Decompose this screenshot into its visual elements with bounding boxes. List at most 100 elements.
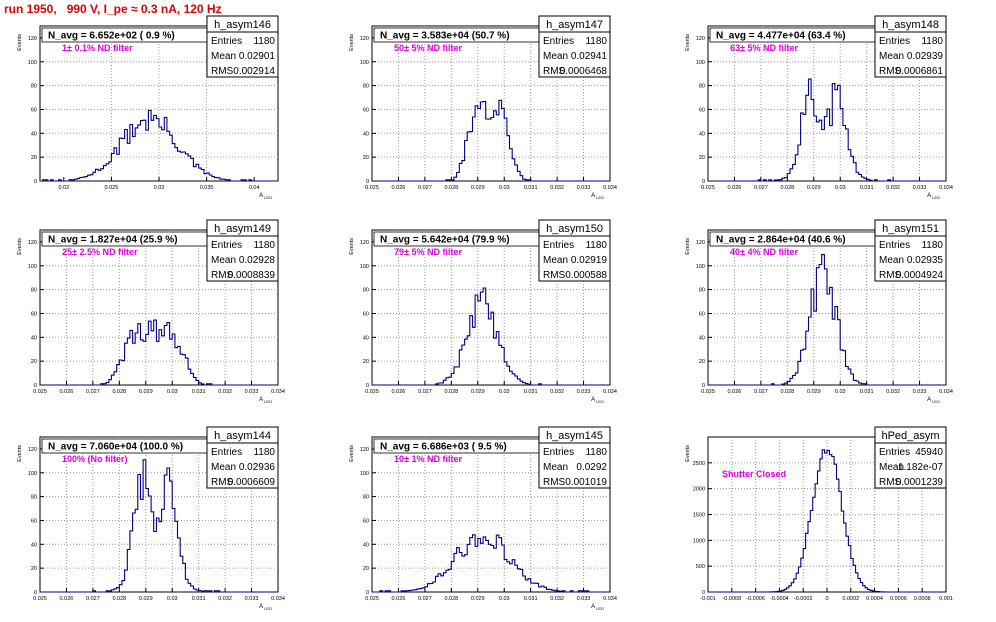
- x-tick-label: 0.033: [577, 185, 591, 191]
- x-tick-label: 0.031: [524, 596, 538, 602]
- y-tick-label: 120: [360, 240, 369, 246]
- histogram-panel: 0.025 0.026 0.027 0.028 0.029 0.03 0.031 0.032 0…: [17, 426, 285, 611]
- stats-value: 1180: [585, 240, 607, 251]
- stats-value: 1180: [585, 447, 607, 458]
- histogram-panel: 0.025 0.026 0.027 0.028 0.029 0.03 0.031 0.032 0…: [349, 15, 617, 200]
- histogram-panel: -0.001 -0.0008 -0.0006 -0.0004 -0.0002 0 0.000…: [685, 426, 953, 602]
- x-tick-label: 0.025: [33, 596, 47, 602]
- stats-label: Mean: [211, 51, 236, 62]
- y-axis-label: Events: [17, 238, 23, 255]
- x-tick-label: 0: [825, 596, 828, 602]
- x-axis-label: A LED: [591, 397, 604, 404]
- nav-title: N_avg = 3.583e+04 (50.7 %): [380, 31, 510, 42]
- y-tick-label: 2000: [693, 487, 705, 493]
- stats-value: 1180: [921, 240, 943, 251]
- stats-name: h_asym148: [882, 19, 939, 31]
- stats-value: 0.001019: [565, 477, 607, 488]
- y-tick-label: 120: [28, 36, 37, 42]
- stats-value: 1180: [585, 36, 607, 47]
- y-tick-label: 120: [28, 447, 37, 453]
- histogram-line: [40, 459, 278, 593]
- y-tick-label: 60: [363, 518, 369, 524]
- y-tick-label: 0: [34, 383, 37, 389]
- x-tick-label: 0.025: [701, 185, 715, 191]
- y-tick-label: 20: [31, 566, 37, 572]
- x-tick-label: 0.034: [271, 389, 285, 395]
- stats-label: RMS: [879, 66, 902, 77]
- y-tick-label: 0: [366, 383, 369, 389]
- stats-label: Entries: [879, 240, 910, 251]
- x-tick-label: 0.027: [418, 596, 432, 602]
- stats-value: 0.0006861: [896, 66, 944, 77]
- y-tick-label: 80: [363, 495, 369, 501]
- stats-value: 0.02939: [907, 51, 944, 62]
- y-axis-label: Events: [349, 445, 355, 462]
- x-tick-label: 0.029: [471, 389, 485, 395]
- x-tick-label: 0.029: [807, 185, 821, 191]
- x-tick-label: 0.027: [418, 185, 432, 191]
- histogram-panel: 0.025 0.026 0.027 0.028 0.029 0.03 0.031 0.032 0…: [17, 219, 285, 404]
- y-tick-label: 60: [363, 311, 369, 317]
- x-tick-label: 0.025: [365, 596, 379, 602]
- y-tick-label: 20: [31, 155, 37, 161]
- histogram-panel: 0.025 0.026 0.027 0.028 0.029 0.03 0.031 0.032 0…: [685, 219, 953, 404]
- y-tick-label: 60: [699, 311, 705, 317]
- x-tick-label: 0.031: [524, 389, 538, 395]
- x-tick-label: 0.03: [167, 389, 178, 395]
- y-tick-label: 500: [696, 564, 705, 570]
- stats-value: 1.182e-07: [898, 462, 943, 473]
- stats-name: h_asym144: [214, 430, 271, 442]
- x-tick-label: 0.034: [939, 389, 953, 395]
- y-tick-label: 40: [363, 542, 369, 548]
- stats-box: [206, 15, 279, 78]
- x-tick-label: 0.028: [780, 389, 794, 395]
- x-tick-label: 0.032: [550, 596, 564, 602]
- histogram-line: [372, 99, 610, 182]
- y-tick-label: 100: [696, 264, 705, 270]
- stats-label: Entries: [211, 240, 242, 251]
- x-tick-label: 0.032: [550, 185, 564, 191]
- stats-label: RMS: [543, 270, 566, 281]
- y-tick-label: 20: [699, 155, 705, 161]
- y-tick-label: 2500: [693, 461, 705, 467]
- x-axis-label: A LED: [591, 193, 604, 200]
- x-tick-label: 0.025: [365, 185, 379, 191]
- y-tick-label: 100: [360, 264, 369, 270]
- x-tick-label: 0.028: [780, 185, 794, 191]
- y-tick-label: 40: [31, 542, 37, 548]
- stats-name: h_asym145: [546, 430, 603, 442]
- x-tick-label: 0.027: [754, 185, 768, 191]
- x-tick-label: 0.033: [245, 389, 259, 395]
- x-tick-label: 0.034: [939, 185, 953, 191]
- histogram-panel: 0.025 0.026 0.027 0.028 0.029 0.03 0.031 0.032 0…: [349, 219, 617, 404]
- y-tick-label: 100: [360, 60, 369, 66]
- x-tick-label: 0.031: [860, 389, 874, 395]
- stats-value: 0.000588: [565, 270, 607, 281]
- x-tick-label: -0.0006: [746, 596, 765, 602]
- x-tick-label: 0.033: [913, 185, 927, 191]
- x-tick-label: 0.033: [577, 389, 591, 395]
- x-tick-label: -0.0002: [794, 596, 813, 602]
- stats-value: 1180: [253, 240, 275, 251]
- x-tick-label: 0.033: [913, 389, 927, 395]
- histogram-line: [708, 254, 946, 386]
- stats-value: 0.02901: [239, 51, 276, 62]
- y-tick-label: 20: [31, 359, 37, 365]
- y-tick-label: 60: [31, 311, 37, 317]
- y-tick-label: 60: [31, 107, 37, 113]
- y-tick-label: 1000: [693, 538, 705, 544]
- y-tick-label: 80: [31, 84, 37, 90]
- y-tick-label: 40: [699, 335, 705, 341]
- stats-label: Mean: [879, 51, 904, 62]
- stats-label: RMS: [211, 270, 234, 281]
- x-tick-label: 0.03: [499, 596, 510, 602]
- stats-label: RMS: [543, 477, 566, 488]
- stats-value: 1180: [253, 447, 275, 458]
- nav-title: N_avg = 6.652e+02 ( 0.9 %): [48, 31, 175, 42]
- x-tick-label: 0.029: [471, 185, 485, 191]
- x-tick-label: 0.025: [105, 185, 119, 191]
- x-tick-label: 0.029: [471, 596, 485, 602]
- nav-title: N_avg = 7.060e+04 (100.0 %): [48, 442, 183, 453]
- x-tick-label: 0.03: [499, 185, 510, 191]
- filter-annotation: Shutter Closed: [722, 469, 786, 479]
